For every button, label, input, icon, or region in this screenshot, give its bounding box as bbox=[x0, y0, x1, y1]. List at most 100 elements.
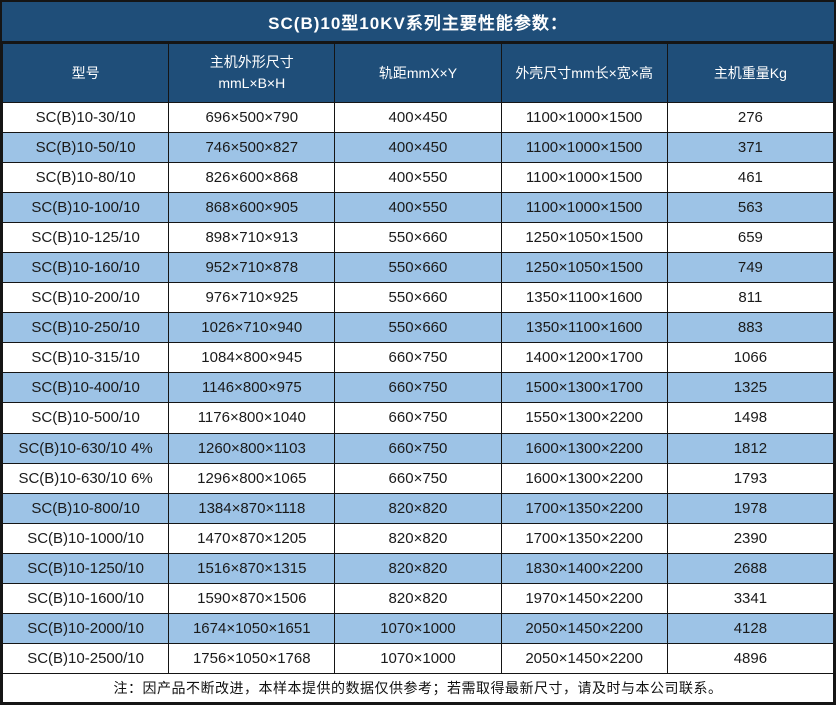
cell-model: SC(B)10-1250/10 bbox=[1, 552, 170, 584]
cell-rail-distance: 660×750 bbox=[334, 462, 502, 494]
table-body: SC(B)10-30/10 696×500×790 400×450 1100×1000… bbox=[1, 101, 835, 675]
cell-shell-dimensions: 1250×1050×1500 bbox=[500, 222, 668, 254]
cell-weight: 2390 bbox=[666, 522, 835, 554]
cell-shell-dimensions: 1500×1300×1700 bbox=[500, 372, 668, 404]
cell-weight: 811 bbox=[666, 282, 835, 314]
cell-weight: 1066 bbox=[666, 342, 835, 374]
cell-main-dimensions: 1026×710×940 bbox=[168, 312, 336, 344]
cell-weight: 3341 bbox=[666, 582, 835, 614]
cell-weight: 1793 bbox=[666, 462, 835, 494]
page-title: SC(B)10型10KV系列主要性能参数： bbox=[2, 2, 834, 43]
cell-main-dimensions: 1084×800×945 bbox=[168, 342, 336, 374]
cell-weight: 461 bbox=[666, 162, 835, 194]
cell-model: SC(B)10-250/10 bbox=[1, 312, 170, 344]
cell-rail-distance: 660×750 bbox=[334, 342, 502, 374]
cell-model: SC(B)10-630/10 6% bbox=[1, 462, 170, 494]
cell-model: SC(B)10-800/10 bbox=[1, 492, 170, 524]
table-row: SC(B)10-315/10 1084×800×945 660×750 1400×12… bbox=[1, 342, 835, 374]
cell-weight: 1812 bbox=[666, 432, 835, 464]
column-header-rail-distance: 轨距mmX×Y bbox=[334, 43, 502, 103]
spec-table: 型号 主机外形尺寸 mmL×B×H 轨距mmX×Y 外壳尺寸mm长×宽×高 主机重量Kg… bbox=[1, 43, 835, 703]
column-header-shell-dimensions: 外壳尺寸mm长×宽×高 bbox=[500, 43, 668, 103]
cell-rail-distance: 820×820 bbox=[334, 522, 502, 554]
cell-weight: 371 bbox=[666, 132, 835, 164]
cell-rail-distance: 550×660 bbox=[334, 282, 502, 314]
cell-main-dimensions: 1296×800×1065 bbox=[168, 462, 336, 494]
cell-shell-dimensions: 1550×1300×2200 bbox=[500, 402, 668, 434]
cell-shell-dimensions: 2050×1450×2200 bbox=[500, 612, 668, 644]
cell-rail-distance: 550×660 bbox=[334, 222, 502, 254]
cell-main-dimensions: 1516×870×1315 bbox=[168, 552, 336, 584]
table-footer: 注：因产品不断改进，本样本提供的数据仅供参考；若需取得最新尺寸，请及时与本公司联… bbox=[2, 673, 834, 703]
cell-weight: 276 bbox=[666, 101, 835, 134]
cell-weight: 4896 bbox=[666, 642, 835, 675]
cell-shell-dimensions: 1350×1100×1600 bbox=[500, 282, 668, 314]
table-row: SC(B)10-80/10 826×600×868 400×550 1100×1000… bbox=[1, 162, 835, 194]
cell-main-dimensions: 1756×1050×1768 bbox=[168, 642, 336, 675]
cell-rail-distance: 820×820 bbox=[334, 552, 502, 584]
table-row: SC(B)10-50/10 746×500×827 400×450 1100×1000… bbox=[1, 132, 835, 164]
cell-weight: 4128 bbox=[666, 612, 835, 644]
cell-shell-dimensions: 1350×1100×1600 bbox=[500, 312, 668, 344]
cell-main-dimensions: 898×710×913 bbox=[168, 222, 336, 254]
cell-main-dimensions: 1260×800×1103 bbox=[168, 432, 336, 464]
cell-main-dimensions: 868×600×905 bbox=[168, 192, 336, 224]
table-row: SC(B)10-100/10 868×600×905 400×550 1100×100… bbox=[1, 192, 835, 224]
cell-weight: 659 bbox=[666, 222, 835, 254]
cell-rail-distance: 660×750 bbox=[334, 372, 502, 404]
column-header-model: 型号 bbox=[1, 43, 170, 103]
cell-main-dimensions: 1590×870×1506 bbox=[168, 582, 336, 614]
note-row: 注：因产品不断改进，本样本提供的数据仅供参考；若需取得最新尺寸，请及时与本公司联… bbox=[2, 673, 834, 703]
cell-shell-dimensions: 1830×1400×2200 bbox=[500, 552, 668, 584]
cell-rail-distance: 400×550 bbox=[334, 162, 502, 194]
table-row: SC(B)10-630/10 6% 1296×800×1065 660×750 160… bbox=[1, 462, 835, 494]
footnote: 注：因产品不断改进，本样本提供的数据仅供参考；若需取得最新尺寸，请及时与本公司联… bbox=[2, 673, 834, 703]
cell-shell-dimensions: 2050×1450×2200 bbox=[500, 642, 668, 675]
table-header: 型号 主机外形尺寸 mmL×B×H 轨距mmX×Y 外壳尺寸mm长×宽×高 主机重量Kg bbox=[1, 43, 835, 103]
cell-main-dimensions: 1176×800×1040 bbox=[168, 402, 336, 434]
cell-rail-distance: 400×550 bbox=[334, 192, 502, 224]
cell-model: SC(B)10-1600/10 bbox=[1, 582, 170, 614]
cell-rail-distance: 550×660 bbox=[334, 252, 502, 284]
cell-main-dimensions: 1146×800×975 bbox=[168, 372, 336, 404]
cell-model: SC(B)10-2500/10 bbox=[1, 642, 170, 675]
cell-shell-dimensions: 1400×1200×1700 bbox=[500, 342, 668, 374]
cell-main-dimensions: 1470×870×1205 bbox=[168, 522, 336, 554]
column-header-main-dimensions: 主机外形尺寸 mmL×B×H bbox=[168, 43, 336, 103]
table-row: SC(B)10-400/10 1146×800×975 660×750 1500×13… bbox=[1, 372, 835, 404]
cell-shell-dimensions: 1100×1000×1500 bbox=[500, 132, 668, 164]
cell-main-dimensions: 696×500×790 bbox=[168, 101, 336, 134]
cell-weight: 1325 bbox=[666, 372, 835, 404]
cell-model: SC(B)10-400/10 bbox=[1, 372, 170, 404]
cell-main-dimensions: 1674×1050×1651 bbox=[168, 612, 336, 644]
table-row: SC(B)10-2000/10 1674×1050×1651 1070×1000 20… bbox=[1, 612, 835, 644]
table-row: SC(B)10-500/10 1176×800×1040 660×750 1550×1… bbox=[1, 402, 835, 434]
cell-shell-dimensions: 1970×1450×2200 bbox=[500, 582, 668, 614]
table-row: SC(B)10-125/10 898×710×913 550×660 1250×105… bbox=[1, 222, 835, 254]
cell-shell-dimensions: 1100×1000×1500 bbox=[500, 101, 668, 134]
cell-rail-distance: 820×820 bbox=[334, 582, 502, 614]
cell-rail-distance: 1070×1000 bbox=[334, 642, 502, 675]
cell-model: SC(B)10-2000/10 bbox=[1, 612, 170, 644]
cell-main-dimensions: 952×710×878 bbox=[168, 252, 336, 284]
cell-model: SC(B)10-500/10 bbox=[1, 402, 170, 434]
cell-weight: 2688 bbox=[666, 552, 835, 584]
table-row: SC(B)10-160/10 952×710×878 550×660 1250×105… bbox=[1, 252, 835, 284]
cell-rail-distance: 660×750 bbox=[334, 432, 502, 464]
cell-main-dimensions: 1384×870×1118 bbox=[168, 492, 336, 524]
cell-rail-distance: 1070×1000 bbox=[334, 612, 502, 644]
table-row: SC(B)10-630/10 4% 1260×800×1103 660×750 160… bbox=[1, 432, 835, 464]
table-row: SC(B)10-200/10 976×710×925 550×660 1350×110… bbox=[1, 282, 835, 314]
cell-rail-distance: 550×660 bbox=[334, 312, 502, 344]
cell-weight: 1498 bbox=[666, 402, 835, 434]
table-row: SC(B)10-1250/10 1516×870×1315 820×820 1830×… bbox=[1, 552, 835, 584]
cell-model: SC(B)10-80/10 bbox=[1, 162, 170, 194]
cell-main-dimensions: 746×500×827 bbox=[168, 132, 336, 164]
cell-model: SC(B)10-315/10 bbox=[1, 342, 170, 374]
table-row: SC(B)10-2500/10 1756×1050×1768 1070×1000 20… bbox=[1, 642, 835, 675]
table-row: SC(B)10-1000/10 1470×870×1205 820×820 1700×… bbox=[1, 522, 835, 554]
cell-rail-distance: 400×450 bbox=[334, 132, 502, 164]
cell-model: SC(B)10-1000/10 bbox=[1, 522, 170, 554]
cell-weight: 563 bbox=[666, 192, 835, 224]
